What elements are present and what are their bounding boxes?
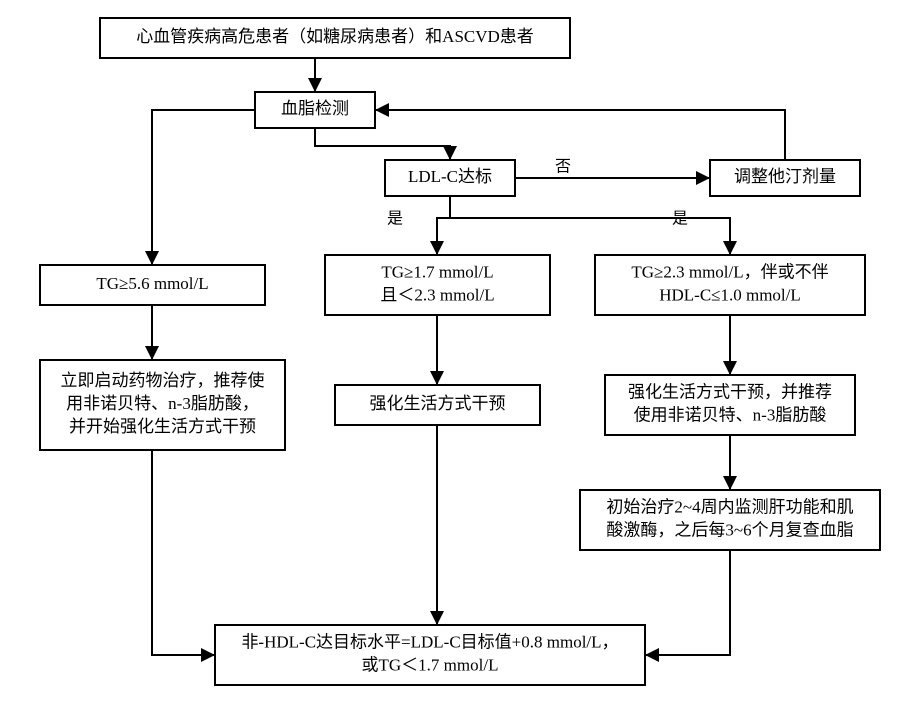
flow-node-n11: 初始治疗2~4周内监测肝功能和肌酸激酶，之后每3~6个月复查血脂 bbox=[580, 490, 880, 550]
flow-node-text: 血脂检测 bbox=[281, 99, 349, 118]
flow-node-n9: 强化生活方式干预 bbox=[335, 385, 540, 425]
flow-node-n8: 立即启动药物治疗，推荐使用非诺贝特、n-3脂肪酸， 并开始强化生活方式干预 bbox=[40, 360, 285, 450]
flow-node-text: 立即启动药物治疗，推荐使 bbox=[61, 370, 265, 390]
flow-node-text: TG≥2.3 mmol/L，伴或不伴 bbox=[631, 262, 828, 281]
flow-node-text: TG≥5.6 mmol/L bbox=[96, 274, 208, 293]
flow-node-text: 心血管疾病高危患者（如糖尿病患者）和ASCVD患者 bbox=[136, 27, 534, 46]
flow-node-n2: 血脂检测 bbox=[255, 92, 375, 128]
flow-node-text: 调整他汀剂量 bbox=[734, 167, 836, 186]
flow-node-text: 使用非诺贝特、n-3脂肪酸 bbox=[634, 404, 827, 424]
edge-label: 是 bbox=[672, 211, 688, 228]
flow-node-text: LDL-C达标 bbox=[408, 167, 492, 186]
flow-node-n7: TG≥2.3 mmol/L，伴或不伴 HDL-C≤1.0 mmol/L bbox=[595, 255, 865, 315]
flow-node-text: 酸激酶，之后每3~6个月复查血脂 bbox=[606, 520, 853, 539]
flow-node-n10: 强化生活方式干预，并推荐使用非诺贝特、n-3脂肪酸 bbox=[605, 375, 855, 435]
flow-node-text: 强化生活方式干预 bbox=[370, 394, 506, 413]
flow-node-n12: 非-HDL-C达目标水平=LDL-C目标值+0.8 mmol/L， 或TG＜1.7… bbox=[215, 625, 645, 685]
flow-node-text: 强化生活方式干预，并推荐 bbox=[628, 382, 832, 401]
edge-label: 否 bbox=[555, 159, 571, 176]
flow-node-text: 且＜2.3 mmol/L bbox=[380, 285, 494, 304]
flow-node-text: TG≥1.7 mmol/L bbox=[381, 262, 493, 281]
flow-node-n6: TG≥1.7 mmol/L 且＜2.3 mmol/L bbox=[325, 255, 550, 315]
flow-node-n4: 调整他汀剂量 bbox=[710, 160, 860, 196]
flow-node-n5: TG≥5.6 mmol/L bbox=[40, 265, 265, 305]
flow-node-n3: LDL-C达标 bbox=[385, 160, 515, 196]
edge-label: 是 bbox=[387, 211, 403, 228]
flow-node-text: HDL-C≤1.0 mmol/L bbox=[659, 285, 801, 304]
flow-node-text: 非-HDL-C达目标水平=LDL-C目标值+0.8 mmol/L， bbox=[241, 632, 618, 651]
flow-node-text: 或TG＜1.7 mmol/L bbox=[362, 655, 499, 674]
flow-node-text: 初始治疗2~4周内监测肝功能和肌 bbox=[606, 497, 853, 516]
flow-node-n1: 心血管疾病高危患者（如糖尿病患者）和ASCVD患者 bbox=[100, 18, 570, 58]
flow-node-text: 用非诺贝特、n-3脂肪酸， bbox=[66, 394, 259, 413]
flow-node-text: 并开始强化生活方式干预 bbox=[69, 417, 256, 436]
